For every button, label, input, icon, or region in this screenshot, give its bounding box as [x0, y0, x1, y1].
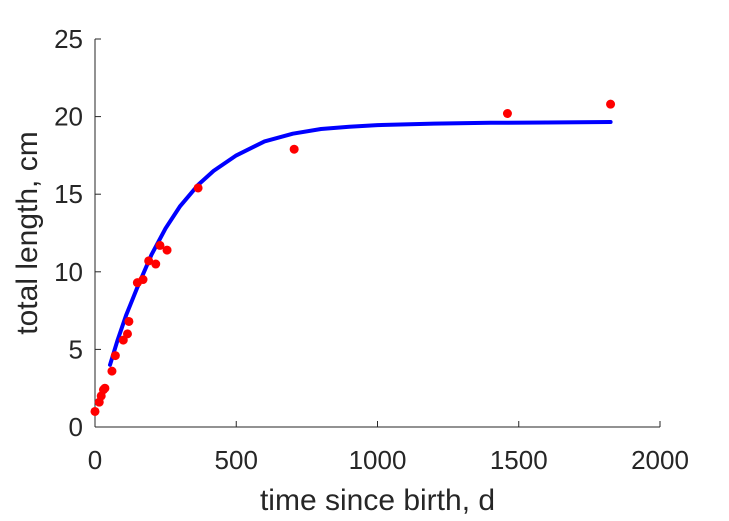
data-point	[107, 366, 117, 376]
x-tick-label: 1000	[349, 445, 407, 475]
x-tick-label: 2000	[631, 445, 689, 475]
y-tick-label: 10	[54, 257, 83, 287]
y-tick-label: 15	[54, 179, 83, 209]
data-point	[606, 99, 616, 109]
data-point	[100, 383, 110, 393]
data-point	[155, 240, 165, 250]
y-ticks: 0 5 10 15 20 25	[54, 24, 101, 442]
y-tick-label: 25	[54, 24, 83, 54]
data-point	[124, 316, 134, 326]
data-point	[162, 245, 172, 255]
data-point	[110, 351, 120, 361]
y-tick-label: 20	[54, 102, 83, 132]
x-tick-label: 500	[215, 445, 258, 475]
x-axis-label: time since birth, d	[260, 484, 495, 517]
data-point	[90, 406, 100, 416]
x-tick-label: 0	[88, 445, 102, 475]
y-axis-label: total length, cm	[11, 131, 44, 334]
data-point	[151, 259, 161, 269]
data-point	[144, 256, 154, 266]
y-tick-label: 5	[69, 334, 83, 364]
x-ticks: 0 500 1000 1500 2000	[88, 421, 689, 475]
data-points	[90, 99, 616, 416]
data-point	[193, 183, 203, 193]
x-tick-label: 1500	[490, 445, 548, 475]
axes	[94, 39, 660, 428]
data-point	[138, 275, 148, 285]
y-tick-label: 0	[69, 412, 83, 442]
data-point	[289, 144, 299, 154]
fit-curve	[108, 120, 613, 367]
data-point	[122, 329, 132, 339]
data-point	[502, 108, 512, 118]
